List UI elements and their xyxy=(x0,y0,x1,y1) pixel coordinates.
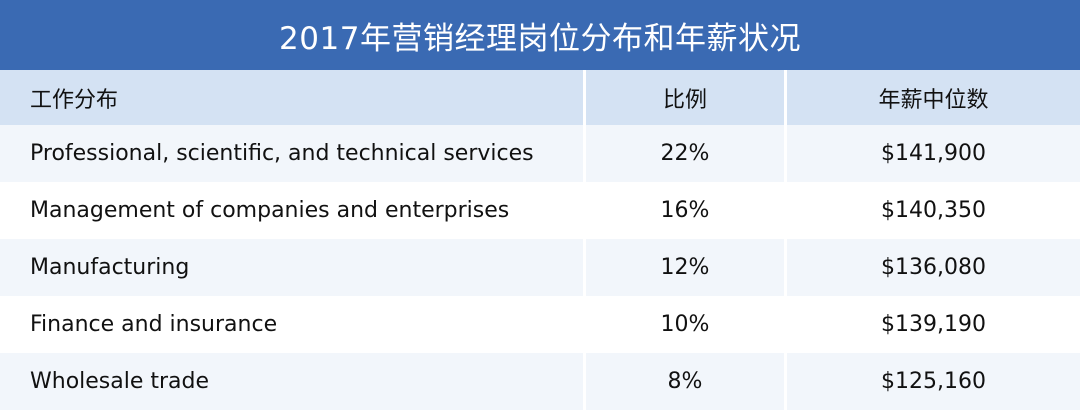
share-cell: 12% xyxy=(583,239,784,296)
salary-cell: $141,900 xyxy=(784,125,1080,182)
sector-cell: Wholesale trade xyxy=(0,353,583,410)
salary-cell: $140,350 xyxy=(784,182,1080,239)
sector-cell: Manufacturing xyxy=(0,239,583,296)
share-cell: 16% xyxy=(583,182,784,239)
table-body: Professional, scientific, and technical … xyxy=(0,125,1080,410)
table-title: 2017年营销经理岗位分布和年薪状况 xyxy=(0,0,1080,70)
salary-cell: $139,190 xyxy=(784,296,1080,353)
column-header-share: 比例 xyxy=(583,70,784,125)
share-cell: 8% xyxy=(583,353,784,410)
table-row: Manufacturing 12% $136,080 xyxy=(0,239,1080,296)
table-row: Professional, scientific, and technical … xyxy=(0,125,1080,182)
table-row: Wholesale trade 8% $125,160 xyxy=(0,353,1080,410)
table-row: Finance and insurance 10% $139,190 xyxy=(0,296,1080,353)
salary-cell: $125,160 xyxy=(784,353,1080,410)
table-row: Management of companies and enterprises … xyxy=(0,182,1080,239)
sector-cell: Finance and insurance xyxy=(0,296,583,353)
salary-cell: $136,080 xyxy=(784,239,1080,296)
share-cell: 22% xyxy=(583,125,784,182)
table-header-row: 工作分布 比例 年薪中位数 xyxy=(0,70,1080,125)
share-cell: 10% xyxy=(583,296,784,353)
sector-cell: Management of companies and enterprises xyxy=(0,182,583,239)
sector-cell: Professional, scientific, and technical … xyxy=(0,125,583,182)
column-header-sector: 工作分布 xyxy=(0,70,583,125)
column-header-salary: 年薪中位数 xyxy=(784,70,1080,125)
